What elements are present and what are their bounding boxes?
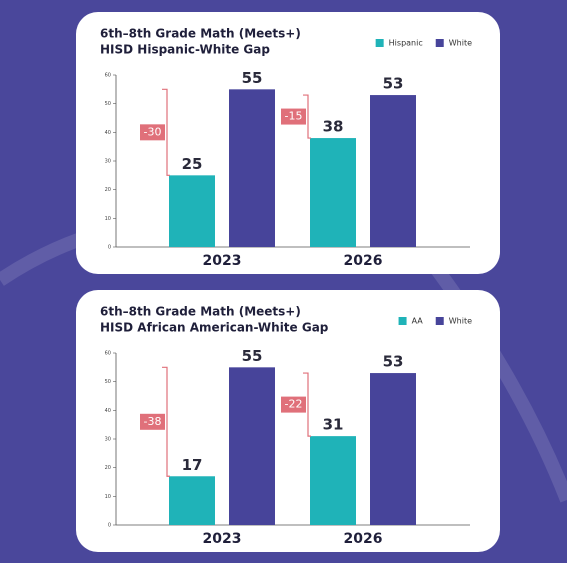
y-tick-label: 50 (105, 379, 111, 385)
y-tick-label: 0 (108, 523, 111, 529)
gap-bracket (303, 94, 311, 139)
value-label: 53 (383, 75, 404, 93)
gap-bracket (162, 88, 170, 176)
y-tick-label: 40 (105, 408, 111, 414)
legend-label: Hispanic (389, 39, 423, 48)
bar (229, 367, 275, 525)
gap-bracket (162, 366, 170, 477)
x-tick-label: 2026 (344, 531, 383, 547)
bar (310, 138, 356, 247)
gap-badge (140, 413, 165, 430)
bar (310, 436, 356, 525)
legend-swatch (375, 39, 384, 47)
y-tick-label: 10 (105, 216, 111, 222)
value-label: 31 (323, 416, 344, 434)
gap-label: -22 (285, 398, 303, 411)
bar (169, 175, 215, 247)
y-tick-label: 50 (105, 101, 111, 107)
chart-title: 6th–8th Grade Math (Meets+) (100, 27, 301, 41)
legend-swatch (435, 39, 444, 47)
legend-label: White (449, 39, 472, 48)
bar (370, 95, 416, 247)
bar (229, 89, 275, 247)
y-tick-label: 60 (105, 73, 111, 79)
y-tick-label: 20 (105, 187, 111, 193)
value-label: 38 (323, 118, 344, 136)
legend-label: AA (412, 317, 424, 326)
value-label: 55 (242, 347, 263, 365)
x-tick-label: 2026 (344, 253, 383, 269)
y-tick-label: 20 (105, 465, 111, 471)
gap-label: -38 (144, 415, 162, 428)
value-label: 25 (182, 155, 203, 173)
y-tick-label: 40 (105, 130, 111, 136)
legend-label: White (449, 317, 472, 326)
chart-subtitle: HISD African American-White Gap (100, 321, 329, 335)
chart-title: 6th–8th Grade Math (Meets+) (100, 305, 301, 319)
gap-badge (281, 396, 306, 413)
y-tick-label: 10 (105, 494, 111, 500)
gap-badge (281, 108, 306, 125)
value-label: 17 (182, 456, 203, 474)
gap-badge (140, 124, 165, 141)
bar (370, 373, 416, 525)
chart-subtitle: HISD Hispanic-White Gap (100, 43, 270, 57)
gap-label: -15 (285, 110, 303, 123)
legend-swatch (435, 317, 444, 325)
y-tick-label: 30 (105, 437, 111, 443)
gap-label: -30 (144, 125, 162, 138)
value-label: 55 (242, 69, 263, 87)
x-tick-label: 2023 (203, 531, 242, 547)
y-tick-label: 30 (105, 159, 111, 165)
x-tick-label: 2023 (203, 253, 242, 269)
value-label: 53 (383, 353, 404, 371)
y-tick-label: 0 (108, 245, 111, 251)
y-tick-label: 60 (105, 351, 111, 357)
bar (169, 476, 215, 525)
legend-swatch (398, 317, 407, 325)
gap-bracket (303, 372, 311, 437)
